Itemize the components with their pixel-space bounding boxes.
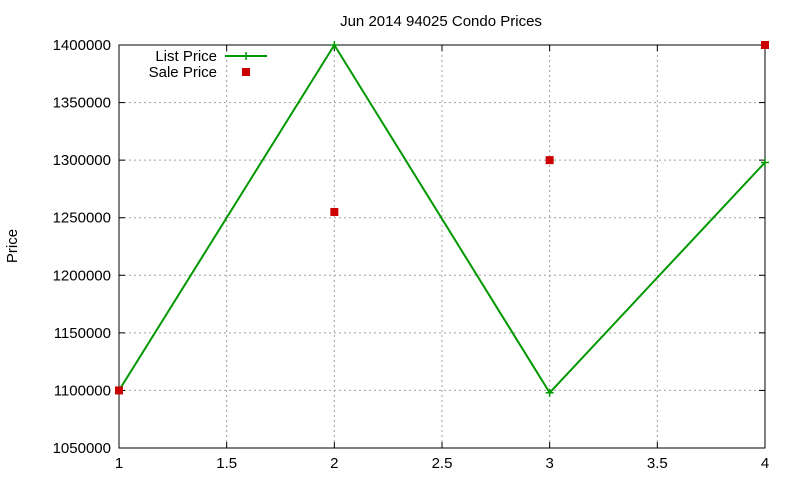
y-tick-label: 1050000 bbox=[53, 440, 111, 457]
legend-label: Sale Price bbox=[149, 64, 217, 81]
y-tick-label: 1250000 bbox=[53, 210, 111, 227]
y-tick-label: 1400000 bbox=[53, 37, 111, 54]
y-tick-label: 1350000 bbox=[53, 95, 111, 112]
x-tick-label: 3 bbox=[545, 455, 553, 472]
y-tick-label: 1300000 bbox=[53, 152, 111, 169]
axis-ticks: 1050000 1100000 1150000 1200000 1250000 13000… bbox=[53, 37, 770, 472]
legend-square-marker bbox=[242, 68, 250, 76]
sale-price-point bbox=[330, 207, 339, 216]
y-tick-label: 1150000 bbox=[54, 325, 111, 342]
y-tick-label: 1200000 bbox=[53, 267, 111, 284]
x-tick-label: 3.5 bbox=[647, 455, 668, 472]
x-tick-label: 4 bbox=[761, 455, 769, 472]
sale-price-point bbox=[545, 156, 554, 165]
x-tick-label: 2 bbox=[330, 455, 338, 472]
sale-price-point bbox=[115, 386, 123, 395]
x-tick-label: 2.5 bbox=[432, 455, 453, 472]
list-price-point bbox=[330, 41, 339, 49]
y-tick-label: 1100000 bbox=[54, 382, 111, 399]
legend-label: List Price bbox=[155, 48, 217, 65]
list-price-line bbox=[118, 43, 766, 395]
chart-title: Jun 2014 94025 Condo Prices bbox=[340, 13, 542, 30]
x-tick-label: 1 bbox=[115, 455, 123, 472]
list-price-point bbox=[545, 388, 554, 397]
series-layer bbox=[115, 41, 769, 397]
legend-plus-marker bbox=[242, 52, 250, 60]
sale-price-point bbox=[761, 41, 769, 49]
x-tick-label: 1.5 bbox=[216, 455, 237, 472]
grid bbox=[119, 45, 765, 448]
list-price-point bbox=[761, 158, 769, 167]
y-axis-label: Price bbox=[4, 229, 21, 263]
